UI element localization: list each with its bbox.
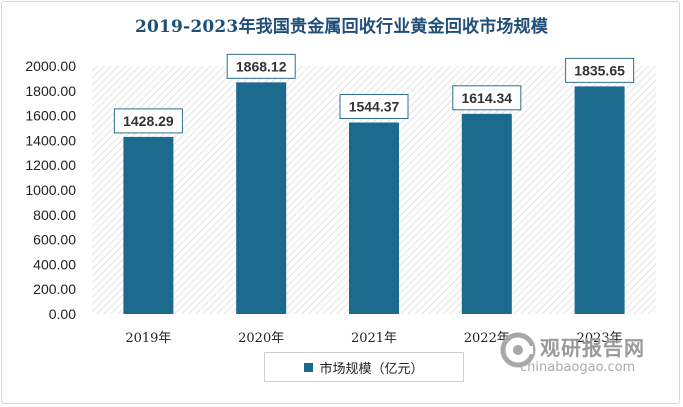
watermark-url: chinabaogao.com <box>520 360 636 375</box>
x-tick-label: 2019年 <box>125 331 171 346</box>
watermark-logo-icon <box>500 332 536 368</box>
x-tick-label: 2023年 <box>577 331 623 346</box>
y-tick-label: 600.00 <box>33 232 76 248</box>
data-label: 1868.12 <box>236 58 287 74</box>
watermark: 观研报告网 chinabaogao.com <box>498 330 678 380</box>
x-axis: 2019年 2020年 2021年 2022年 2023年 <box>125 331 622 346</box>
x-tick-label: 2021年 <box>351 331 397 346</box>
data-labels: 1428.29 1868.12 1544.37 1614.34 1835.65 <box>113 53 635 134</box>
y-axis: 0.00 200.00 400.00 600.00 800.00 1000.00 1200.… <box>25 58 76 322</box>
data-label-box <box>226 53 296 79</box>
data-label: 1614.34 <box>461 90 512 106</box>
bar-2020年 <box>236 82 287 314</box>
legend-label: 市场规模（亿元） <box>319 361 424 377</box>
data-label-box <box>452 85 522 111</box>
data-label: 1428.29 <box>123 113 174 129</box>
x-tick-label: 2020年 <box>238 331 284 346</box>
y-tick-label: 400.00 <box>33 256 76 272</box>
y-tick-label: 2000.00 <box>25 58 76 74</box>
y-tick-label: 1000.00 <box>25 182 76 198</box>
legend-swatch <box>304 362 314 372</box>
bar-2019年 <box>123 136 174 314</box>
watermark-text: 观研报告网 <box>540 336 645 360</box>
y-tick-label: 800.00 <box>33 207 76 223</box>
bar-2022年 <box>461 113 512 314</box>
chart-title: 2019-2023年我国贵金属回收行业黄金回收市场规模 <box>134 17 549 37</box>
y-tick-label: 1200.00 <box>25 157 76 173</box>
y-tick-label: 0.00 <box>49 306 76 322</box>
y-tick-label: 1800.00 <box>25 83 76 99</box>
x-tick-label: 2022年 <box>464 331 510 346</box>
data-label: 1544.37 <box>349 98 400 114</box>
data-label-box <box>565 57 635 83</box>
data-label: 1835.65 <box>574 62 625 78</box>
y-tick-label: 1400.00 <box>25 132 76 148</box>
y-tick-label: 1600.00 <box>25 108 76 124</box>
legend: 市场规模（亿元） <box>264 352 464 382</box>
data-label-box <box>339 93 409 119</box>
bar-2023年 <box>574 86 625 315</box>
y-tick-label: 200.00 <box>33 281 76 297</box>
bar-2021年 <box>349 122 399 314</box>
bars-group <box>123 82 625 315</box>
data-label-box <box>113 108 183 134</box>
